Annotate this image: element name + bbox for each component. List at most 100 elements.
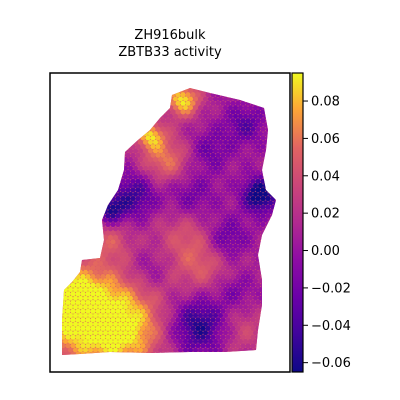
spot xyxy=(135,239,141,245)
spot xyxy=(167,338,174,345)
spot xyxy=(87,278,94,284)
spot xyxy=(160,118,166,124)
spot xyxy=(170,291,176,297)
spot xyxy=(185,144,191,150)
spot xyxy=(92,278,99,284)
spot xyxy=(217,252,224,258)
spot xyxy=(135,152,141,158)
spot xyxy=(120,256,126,262)
spot xyxy=(175,282,181,288)
spot xyxy=(127,157,134,163)
spot xyxy=(90,265,96,271)
spot xyxy=(135,256,141,262)
spot xyxy=(212,113,219,119)
spot xyxy=(140,273,146,280)
spot xyxy=(107,269,114,275)
spot xyxy=(177,96,184,102)
spot xyxy=(260,213,266,219)
spot xyxy=(120,187,126,193)
spot xyxy=(250,222,256,228)
spot xyxy=(172,165,179,171)
spot xyxy=(165,196,171,202)
spot xyxy=(247,148,254,154)
spot xyxy=(110,204,116,210)
spot xyxy=(140,196,146,202)
spot xyxy=(110,282,116,288)
spot xyxy=(255,299,261,306)
spot xyxy=(107,252,114,258)
spot xyxy=(120,343,126,349)
spot xyxy=(222,278,229,284)
spot xyxy=(117,217,124,223)
spot xyxy=(242,243,249,249)
spot xyxy=(212,243,219,249)
spot xyxy=(100,291,106,297)
spot xyxy=(137,338,144,345)
spot xyxy=(175,109,181,115)
spot xyxy=(162,286,169,293)
spot xyxy=(222,165,229,171)
spot xyxy=(215,247,221,254)
spot xyxy=(217,217,224,223)
spot xyxy=(242,148,249,154)
spot xyxy=(157,200,164,206)
spot xyxy=(160,299,166,306)
spot xyxy=(165,126,171,132)
spot xyxy=(172,312,179,319)
spot xyxy=(222,312,229,319)
spot xyxy=(222,183,229,189)
spot xyxy=(235,308,241,314)
spot xyxy=(220,239,226,245)
spot xyxy=(165,273,171,280)
spot xyxy=(130,178,136,184)
spot xyxy=(220,317,226,323)
spot xyxy=(257,157,264,163)
spot xyxy=(90,317,96,323)
spot xyxy=(177,113,184,119)
spot xyxy=(237,226,244,232)
spot xyxy=(202,122,209,128)
spot xyxy=(105,273,111,280)
spot xyxy=(212,347,219,353)
spot xyxy=(202,260,209,267)
spot xyxy=(237,165,244,171)
spot xyxy=(212,312,219,319)
spot xyxy=(235,187,241,193)
spot xyxy=(95,265,101,271)
spot xyxy=(222,139,229,145)
spot xyxy=(212,157,219,163)
spot xyxy=(255,291,261,297)
spot xyxy=(150,256,156,262)
spot xyxy=(120,247,126,254)
spot xyxy=(187,347,194,353)
spot xyxy=(130,239,136,245)
spot xyxy=(97,286,104,293)
spot xyxy=(212,105,219,111)
spot xyxy=(122,226,129,232)
spot xyxy=(192,105,199,111)
spot xyxy=(110,247,116,254)
spot xyxy=(197,312,204,319)
spot xyxy=(82,321,89,327)
spot xyxy=(162,321,169,327)
spot xyxy=(210,273,216,280)
spot xyxy=(200,196,206,202)
spot xyxy=(215,291,221,297)
spot xyxy=(97,260,104,267)
spot xyxy=(177,174,184,180)
spot xyxy=(242,235,249,241)
spot xyxy=(85,334,91,340)
spot xyxy=(252,200,259,206)
spot xyxy=(80,273,86,280)
spot xyxy=(240,265,246,271)
spot xyxy=(130,273,136,280)
spot xyxy=(222,226,229,232)
spot xyxy=(107,286,114,293)
spot xyxy=(117,330,124,336)
spot xyxy=(210,325,216,332)
spot xyxy=(150,282,156,288)
spot xyxy=(185,308,191,314)
spot xyxy=(135,299,141,306)
spot xyxy=(92,321,99,327)
spot xyxy=(192,312,199,319)
